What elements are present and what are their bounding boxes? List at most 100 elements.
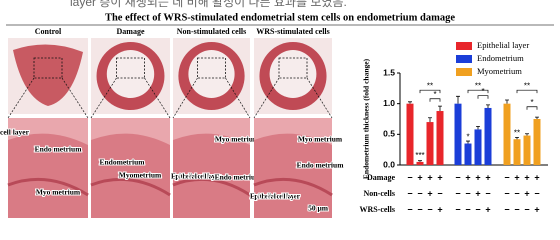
histology-panels: Control cell layer Endo metrium Myo metrium… xyxy=(0,27,345,218)
tissue-annotation: Epithelial cell layer xyxy=(171,172,222,181)
tissue-annotation: Myometrium xyxy=(119,171,162,180)
treatment-sign: − xyxy=(417,204,422,214)
treatment-sign: + xyxy=(524,188,529,198)
tissue-annotation: Epithelial cell layer xyxy=(250,192,301,201)
figure: layer 층이 재생되는 데 비해 활성이 다른 효과를 보였음. The e… xyxy=(0,0,554,218)
tissue-annotation: Endo metrium xyxy=(297,161,345,170)
treatment-sign: + xyxy=(524,172,529,182)
error-bar xyxy=(466,140,470,144)
error-bar xyxy=(515,137,519,140)
panel-label: Damage xyxy=(117,27,145,36)
treatment-sign: − xyxy=(514,188,519,198)
legend-label: Myometrium xyxy=(477,66,522,76)
legend-label: Endometrium xyxy=(477,53,524,63)
zoom-box xyxy=(278,57,308,79)
y-axis-label: Endometrium thickness (fold change) xyxy=(362,58,371,179)
treatment-sign: − xyxy=(465,188,470,198)
treatment-sign: − xyxy=(504,188,509,198)
tissue-annotation: Myo metrium xyxy=(298,135,343,144)
significance-mark: * xyxy=(481,87,484,96)
treatment-sign: + xyxy=(485,204,490,214)
legend-swatch xyxy=(456,68,472,76)
legend-label: Epithelial layer xyxy=(477,40,529,50)
bar xyxy=(513,139,521,165)
bracket xyxy=(477,95,489,99)
error-bar xyxy=(428,117,432,123)
bracket xyxy=(467,89,489,94)
y-tick-label: 0.0 xyxy=(383,159,395,169)
tissue-texture xyxy=(254,133,332,218)
significance-mark: * xyxy=(530,98,533,107)
treatment-sign: + xyxy=(465,172,470,182)
treatment-sign: + xyxy=(514,172,519,182)
bar xyxy=(484,107,492,165)
significance-mark: ** xyxy=(514,128,520,137)
bracket xyxy=(516,89,538,94)
treatment-sign: − xyxy=(407,172,412,182)
bracket xyxy=(419,89,441,94)
bracket xyxy=(429,98,441,102)
tissue-annotation: Endo metrium xyxy=(35,145,83,154)
tissue xyxy=(13,44,83,106)
treatment-sign: + xyxy=(427,188,432,198)
treatment-sign: − xyxy=(437,188,442,198)
tissue-texture xyxy=(172,177,251,197)
treatment-sign: − xyxy=(455,188,460,198)
zoom-box xyxy=(197,57,226,79)
y-tick-label: 0.5 xyxy=(383,129,395,139)
significance-mark: * xyxy=(466,133,469,142)
lumen xyxy=(188,50,235,98)
y-tick-label: 1.0 xyxy=(383,98,395,108)
error-bar xyxy=(535,116,539,119)
error-bar xyxy=(408,101,412,104)
bar xyxy=(454,103,462,165)
tissue-texture xyxy=(253,177,333,197)
bar xyxy=(406,103,414,165)
error-bar xyxy=(418,160,422,162)
legend-swatch xyxy=(456,55,472,63)
zoom-line xyxy=(144,77,171,119)
bar xyxy=(464,143,472,165)
zoom-box xyxy=(33,57,63,79)
treatment-label: Damage xyxy=(367,173,395,182)
tissue-annotation: Endometrium xyxy=(100,158,146,167)
tissue-annotation: 50 μm xyxy=(308,204,329,213)
bracket xyxy=(526,106,538,110)
zoom-line xyxy=(90,77,117,119)
treatment-sign: − xyxy=(514,204,519,214)
treatment-sign: − xyxy=(534,188,539,198)
bar xyxy=(533,119,541,165)
error-bar xyxy=(476,125,480,130)
tissue-texture xyxy=(91,133,170,218)
significance-mark: ** xyxy=(524,81,530,90)
treatment-sign: + xyxy=(475,172,480,182)
error-bar xyxy=(438,105,442,112)
treatment-sign: − xyxy=(407,188,412,198)
significance-mark: ** xyxy=(475,81,481,90)
tissue-annotation: Myo metrium xyxy=(215,135,260,144)
tissue-texture xyxy=(90,177,171,197)
treatment-sign: + xyxy=(485,172,490,182)
treatment-sign: − xyxy=(475,204,480,214)
treatment-sign: + xyxy=(417,172,422,182)
treatment-sign: − xyxy=(465,204,470,214)
panel-label: Control xyxy=(35,27,62,36)
treatment-sign: − xyxy=(417,188,422,198)
panel-label: WRS-stimulated cells xyxy=(256,27,330,36)
error-bar xyxy=(456,95,460,104)
treatment-sign: − xyxy=(504,204,509,214)
legend-swatch xyxy=(456,42,472,50)
treatment-sign: + xyxy=(437,204,442,214)
zoom-line xyxy=(225,77,251,119)
error-bar xyxy=(505,99,509,104)
bar xyxy=(523,135,531,165)
tissue-annotation: Endo metrium xyxy=(215,173,263,182)
treatment-label: Non-cells xyxy=(363,189,395,198)
treatment-sign: − xyxy=(504,172,509,182)
lumen xyxy=(106,50,155,98)
treatment-sign: + xyxy=(437,172,442,182)
bar-chart: Endometrium thickness (fold change) 0.0 0.… xyxy=(359,40,548,214)
significance-mark: * xyxy=(433,90,436,99)
significance-mark: *** xyxy=(415,151,424,160)
treatment-label: WRS-cells xyxy=(359,205,395,214)
